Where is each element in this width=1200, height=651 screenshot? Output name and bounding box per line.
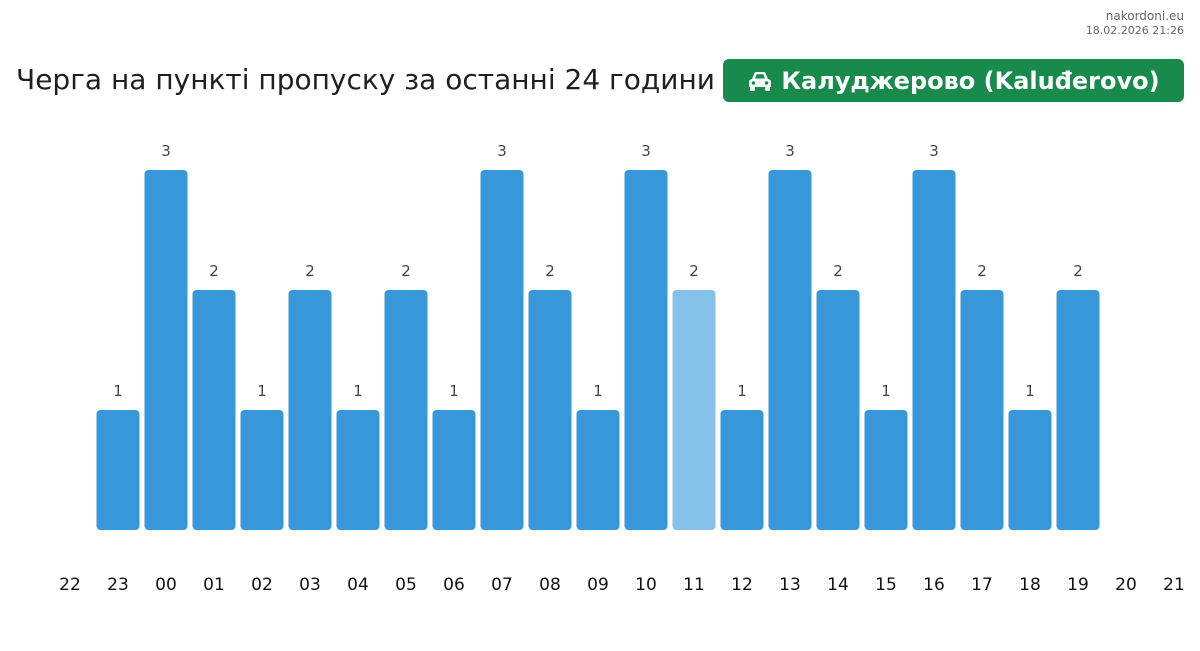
bar-value-label: 2 bbox=[833, 262, 843, 280]
bar-value-label: 3 bbox=[161, 142, 171, 160]
bar-value-label: 3 bbox=[497, 142, 507, 160]
x-tick-label: 00 bbox=[155, 575, 177, 595]
x-tick-label: 03 bbox=[299, 575, 321, 595]
bar-07[interactable] bbox=[480, 170, 524, 530]
page-title: Черга на пункті пропуску за останні 24 г… bbox=[16, 63, 715, 96]
bar-value-label: 1 bbox=[1025, 382, 1035, 400]
x-tick-label: 22 bbox=[59, 575, 81, 595]
x-tick-label: 01 bbox=[203, 575, 225, 595]
bar-value-label: 2 bbox=[1073, 262, 1083, 280]
x-tick-label: 05 bbox=[395, 575, 417, 595]
site-meta: nakordoni.eu 18.02.2026 21:26 bbox=[1086, 8, 1184, 38]
x-tick-label: 20 bbox=[1115, 575, 1137, 595]
bar-value-label: 3 bbox=[785, 142, 795, 160]
bar-value-label: 2 bbox=[689, 262, 699, 280]
bar-value-label: 1 bbox=[737, 382, 747, 400]
x-tick-label: 11 bbox=[683, 575, 705, 595]
checkpoint-badge[interactable]: Калуджерово (Kaluđerovo) bbox=[723, 59, 1184, 102]
bar-value-label: 1 bbox=[881, 382, 891, 400]
bar-10[interactable] bbox=[624, 170, 668, 530]
bar-14[interactable] bbox=[816, 290, 860, 530]
bar-value-label: 3 bbox=[929, 142, 939, 160]
x-tick-label: 09 bbox=[587, 575, 609, 595]
bar-06[interactable] bbox=[432, 410, 476, 530]
x-tick-label: 19 bbox=[1067, 575, 1089, 595]
bar-17[interactable] bbox=[960, 290, 1004, 530]
x-tick-label: 10 bbox=[635, 575, 657, 595]
x-tick-label: 23 bbox=[107, 575, 129, 595]
bar-11[interactable] bbox=[672, 290, 716, 530]
x-tick-label: 13 bbox=[779, 575, 801, 595]
bar-15[interactable] bbox=[864, 410, 908, 530]
bar-value-label: 1 bbox=[593, 382, 603, 400]
bar-12[interactable] bbox=[720, 410, 764, 530]
snapshot-timestamp: 18.02.2026 21:26 bbox=[1085, 24, 1184, 37]
bar-04[interactable] bbox=[336, 410, 380, 530]
bar-23[interactable] bbox=[96, 410, 140, 530]
x-tick-label: 16 bbox=[923, 575, 945, 595]
x-tick-label: 08 bbox=[539, 575, 561, 595]
bar-02[interactable] bbox=[240, 410, 284, 530]
bar-value-label: 3 bbox=[641, 142, 651, 160]
bar-value-label: 1 bbox=[449, 382, 459, 400]
checkpoint-name: Калуджерово (Kaluđerovo) bbox=[781, 66, 1160, 95]
bar-08[interactable] bbox=[528, 290, 572, 530]
x-tick-label: 02 bbox=[251, 575, 273, 595]
site-name[interactable]: nakordoni.eu bbox=[1105, 9, 1184, 23]
bar-value-label: 1 bbox=[113, 382, 123, 400]
x-tick-label: 18 bbox=[1019, 575, 1041, 595]
bar-value-label: 2 bbox=[977, 262, 987, 280]
bar-00[interactable] bbox=[144, 170, 188, 530]
bar-value-label: 2 bbox=[545, 262, 555, 280]
bar-value-label: 2 bbox=[209, 262, 219, 280]
bar-01[interactable] bbox=[192, 290, 236, 530]
x-tick-label: 17 bbox=[971, 575, 993, 595]
bar-03[interactable] bbox=[288, 290, 332, 530]
x-tick-label: 15 bbox=[875, 575, 897, 595]
bar-05[interactable] bbox=[384, 290, 428, 530]
bar-16[interactable] bbox=[912, 170, 956, 530]
bar-value-label: 2 bbox=[305, 262, 315, 280]
bar-value-label: 1 bbox=[257, 382, 267, 400]
x-tick-label: 07 bbox=[491, 575, 513, 595]
bar-19[interactable] bbox=[1056, 290, 1100, 530]
bar-value-label: 2 bbox=[401, 262, 411, 280]
bar-09[interactable] bbox=[576, 410, 620, 530]
car-icon bbox=[747, 70, 773, 92]
x-tick-label: 14 bbox=[827, 575, 849, 595]
bar-13[interactable] bbox=[768, 170, 812, 530]
x-tick-label: 21 bbox=[1163, 575, 1185, 595]
bar-value-label: 1 bbox=[353, 382, 363, 400]
x-tick-label: 04 bbox=[347, 575, 369, 595]
x-tick-label: 06 bbox=[443, 575, 465, 595]
bar-18[interactable] bbox=[1008, 410, 1052, 530]
x-tick-label: 12 bbox=[731, 575, 753, 595]
